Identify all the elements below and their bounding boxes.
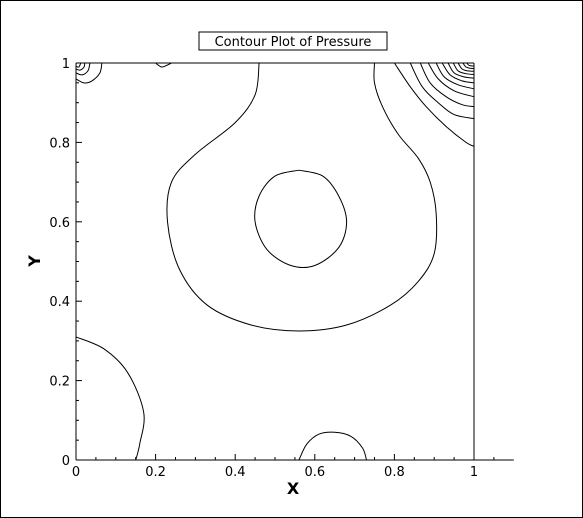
contour-top-right-2 <box>420 63 474 107</box>
y-tick-label: 0.2 <box>49 375 70 390</box>
x-tick-label: 0.6 <box>304 465 325 480</box>
y-tick-label: 0.8 <box>49 136 70 151</box>
y-tick-label: 1 <box>62 57 70 72</box>
contour-central-loop <box>167 63 437 331</box>
axes: 0 0.2 0.4 0.6 0.8 1 0 0.2 0.4 0.6 0.8 1 <box>49 57 513 480</box>
contour-top-left-corner-4 <box>76 63 81 67</box>
contour-bottom-left <box>76 337 144 460</box>
chart-title: Contour Plot of Pressure <box>215 35 372 50</box>
x-tick-label: 0.2 <box>145 465 166 480</box>
contour-inner-loop <box>255 170 347 267</box>
contour-top-right-1 <box>410 63 474 119</box>
y-axis-title: Y <box>25 255 44 268</box>
y-tick-label: 0.6 <box>49 216 70 231</box>
y-tick-label: 0 <box>62 454 70 469</box>
contour-top-right-5 <box>442 63 474 83</box>
x-tick-label: 0.8 <box>384 465 405 480</box>
x-tick-label: 1 <box>470 465 478 480</box>
x-tick-label: 0.4 <box>225 465 246 480</box>
y-tick-label: 0.4 <box>49 295 70 310</box>
contour-lines <box>76 63 474 460</box>
x-axis-title: X <box>287 479 300 498</box>
x-tick-label: 0 <box>72 465 80 480</box>
contour-top-left-small <box>156 63 172 67</box>
contour-bottom-mid <box>299 432 367 460</box>
